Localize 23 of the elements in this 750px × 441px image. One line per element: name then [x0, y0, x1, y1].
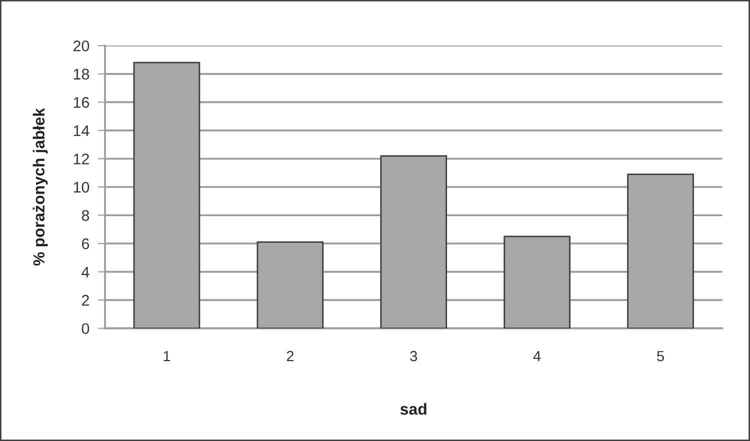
x-tick-label: 5	[657, 351, 664, 362]
y-tick-label: 10	[74, 182, 90, 193]
y-tick-label: 4	[82, 266, 90, 278]
x-tick-label: 3	[410, 350, 418, 362]
bar	[256, 241, 324, 328]
x-tick-label: 2	[286, 350, 294, 362]
x-tick-label: 1	[164, 351, 170, 362]
y-tick-label: 18	[74, 68, 90, 80]
y-tick-label: 14	[74, 125, 90, 136]
bar	[504, 236, 570, 328]
bar	[380, 155, 448, 328]
bar	[133, 62, 200, 328]
x-axis-title: sad	[400, 403, 426, 415]
y-tick-label: 2	[82, 294, 89, 306]
y-tick-label: 12	[74, 154, 89, 164]
y-tick-label: 8	[82, 210, 90, 221]
y-tick-label: 6	[82, 238, 90, 250]
bar	[627, 174, 694, 328]
y-tick-label: 20	[74, 40, 90, 52]
y-tick-label: 16	[74, 97, 90, 108]
y-axis-title: % porażonych jabłek	[32, 108, 48, 266]
x-tick-label: 4	[533, 351, 541, 362]
y-tick-label: 0	[82, 323, 90, 334]
